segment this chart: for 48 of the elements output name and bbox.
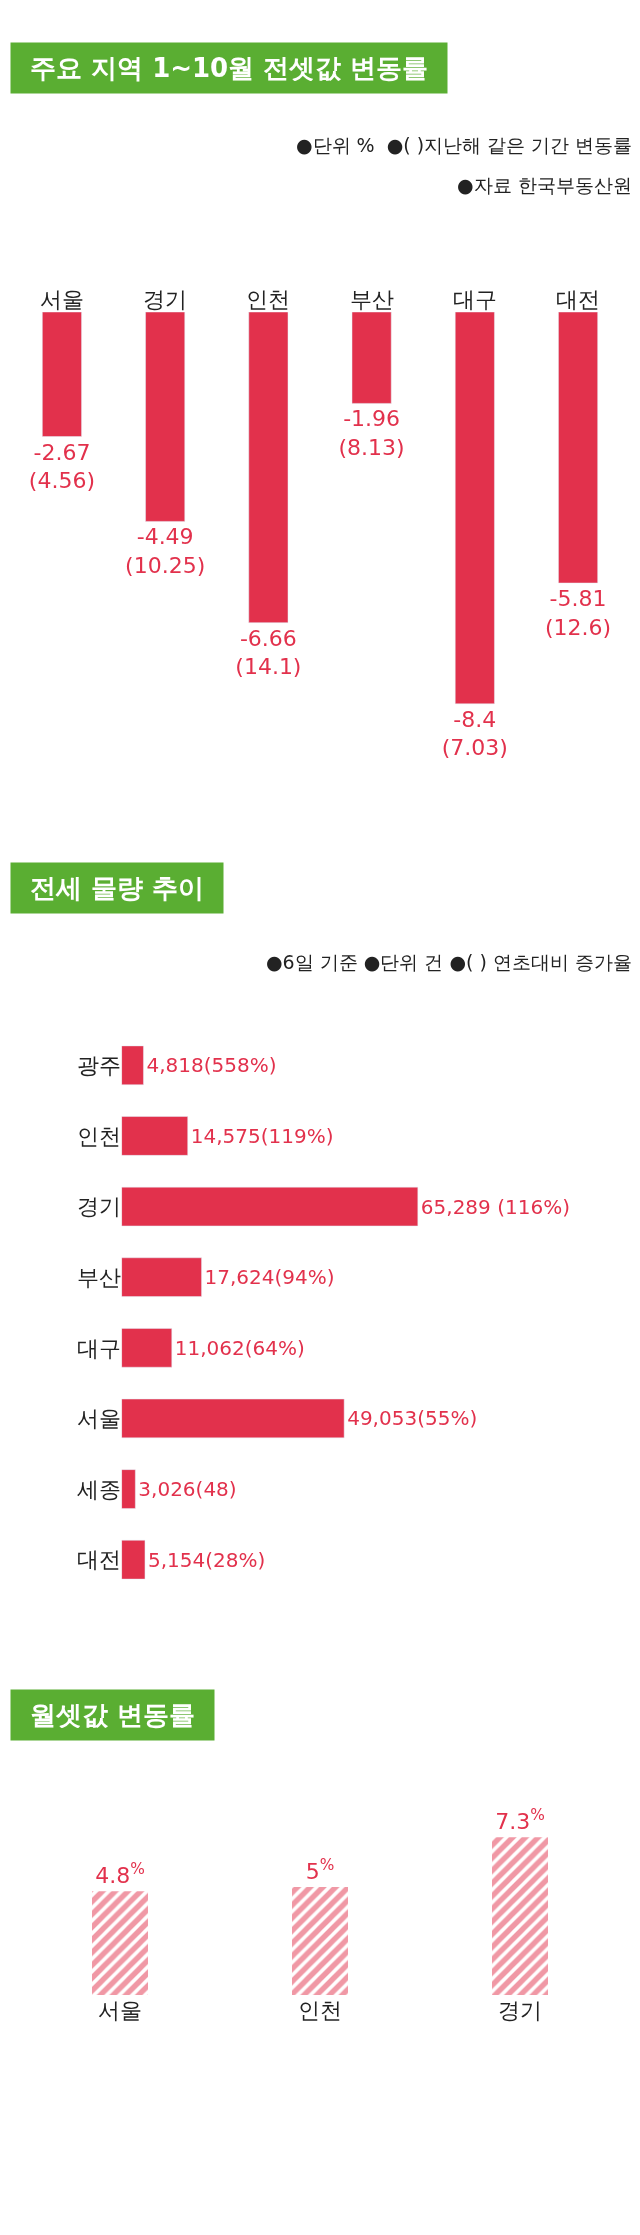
bar bbox=[121, 1398, 345, 1439]
y-tick-label: 인천 bbox=[76, 1123, 121, 1149]
x-tick-label: 부산 bbox=[349, 286, 394, 312]
data-label: -1.96 (8.13) bbox=[338, 406, 405, 461]
y-tick-label: 부산 bbox=[76, 1264, 121, 1290]
data-label: 65,289 (116%) bbox=[420, 1194, 570, 1219]
data-label: 4.8$^{%}$ bbox=[95, 1860, 145, 1889]
data-label: 14,575(119%) bbox=[190, 1123, 334, 1148]
bar bbox=[121, 1257, 202, 1297]
x-tick-label: 인천 bbox=[298, 1998, 342, 2023]
y-tick-label: 대전 bbox=[76, 1547, 121, 1573]
data-label: 11,062(64%) bbox=[174, 1335, 305, 1360]
data-label: 5,154(28%) bbox=[147, 1547, 266, 1572]
data-label: 3,026(48) bbox=[138, 1477, 237, 1502]
text: ●자료 한국부동산원 bbox=[457, 174, 632, 196]
bar bbox=[121, 1469, 136, 1509]
y-tick-label: 세종 bbox=[76, 1476, 121, 1502]
bar bbox=[121, 1116, 188, 1156]
x-tick-label: 서울 bbox=[39, 286, 84, 312]
y-tick-label: 광주 bbox=[76, 1053, 121, 1079]
data-label: -4.49 (10.25) bbox=[125, 524, 206, 579]
text: ●6일 기준 ●단위 건 ●( ) 연초대비 증가율 bbox=[266, 951, 632, 973]
x-tick-label: 인천 bbox=[246, 286, 291, 312]
chart-title: 월셋값 변동률 bbox=[21, 1700, 205, 1730]
bar bbox=[121, 1186, 419, 1227]
bar bbox=[121, 1045, 144, 1085]
chart-title: 주요 지역 1~10월 전셋값 변동률 bbox=[21, 53, 438, 83]
data-label: -6.66 (14.1) bbox=[235, 625, 302, 680]
data-label: 4,818(558%) bbox=[146, 1053, 277, 1078]
x-tick-label: 대전 bbox=[556, 286, 601, 312]
data-label: -8.4 (7.03) bbox=[441, 706, 508, 761]
data-label: -2.67 (4.56) bbox=[28, 439, 96, 494]
bar bbox=[121, 1540, 146, 1580]
chart-title: 전세 물량 추이 bbox=[21, 873, 214, 903]
y-tick-label: 경기 bbox=[76, 1194, 121, 1220]
data-label: 49,053(55%) bbox=[347, 1406, 478, 1431]
data-label: 5$^{%}$ bbox=[305, 1855, 335, 1884]
data-label: 7.3$^{%}$ bbox=[495, 1806, 545, 1835]
bar bbox=[121, 1328, 173, 1368]
x-tick-label: 대구 bbox=[452, 286, 497, 312]
x-tick-label: 경기 bbox=[498, 1998, 542, 2023]
x-tick-label: 경기 bbox=[143, 286, 188, 312]
data-label: 17,624(94%) bbox=[204, 1265, 335, 1290]
text: ●단위 % ●( )지난해 같은 기간 변동률 bbox=[296, 134, 633, 156]
y-tick-label: 대구 bbox=[76, 1335, 121, 1361]
y-tick-label: 서울 bbox=[76, 1406, 121, 1432]
data-label: -5.81 (12.6) bbox=[544, 586, 612, 640]
x-tick-label: 서울 bbox=[98, 1998, 142, 2023]
